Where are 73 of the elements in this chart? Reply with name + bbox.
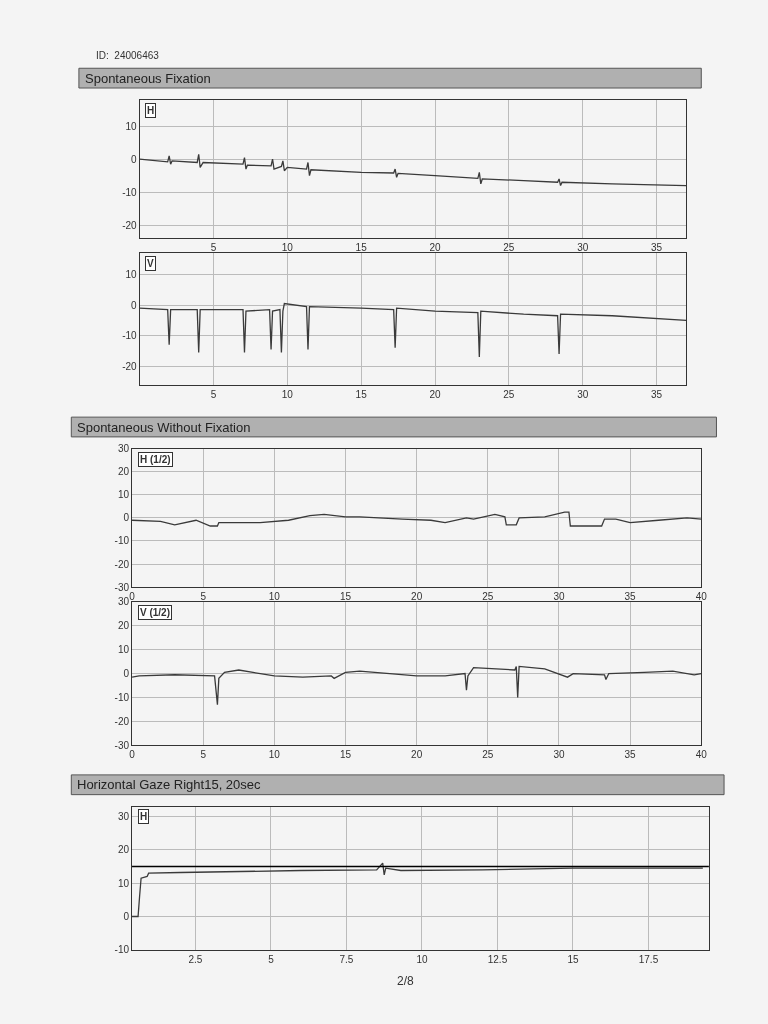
- x-tick-label: 25: [482, 749, 494, 761]
- y-axis-title: V (1/2): [140, 607, 171, 618]
- x-tick-label: 12.5: [487, 953, 508, 965]
- x-tick-label: 30: [577, 242, 589, 254]
- x-tick-label: 20: [429, 242, 442, 254]
- y-tick-label: 10: [117, 644, 130, 656]
- x-tick-label: 2.5: [188, 953, 203, 965]
- x-tick-label: 10: [268, 749, 281, 761]
- x-tick-label: 5: [200, 591, 207, 603]
- y-tick-label: 20: [117, 620, 130, 632]
- y-axis-title: H: [147, 105, 155, 116]
- text: ID: 24006463: [96, 50, 160, 61]
- x-tick-label: 5: [210, 388, 217, 400]
- x-tick-label: 25: [482, 591, 494, 603]
- x-tick-label: 17.5: [638, 953, 659, 965]
- y-tick-label: 30: [117, 443, 130, 455]
- x-tick-label: 20: [411, 749, 423, 761]
- y-tick-label: 30: [117, 811, 130, 823]
- x-tick-label: 15: [355, 242, 368, 254]
- y-tick-label: -10: [114, 535, 130, 547]
- y-tick-label: 10: [125, 268, 138, 280]
- x-tick-label: 15: [339, 591, 352, 603]
- y-tick-label: 20: [117, 466, 130, 478]
- y-tick-label: 0: [131, 153, 138, 165]
- x-tick-label: 15: [567, 953, 579, 965]
- y-tick-label: -30: [114, 739, 130, 751]
- y-tick-label: 10: [125, 120, 138, 132]
- x-tick-label: 25: [503, 388, 515, 400]
- y-tick-label: -10: [122, 186, 138, 198]
- y-axis-title: H (1/2): [140, 454, 171, 465]
- x-tick-label: 10: [281, 388, 294, 400]
- y-tick-label: -10: [122, 330, 138, 342]
- y-tick-label: -20: [114, 715, 130, 727]
- y-tick-label: -30: [114, 581, 130, 593]
- y-tick-label: 20: [117, 844, 130, 856]
- y-axis-title: V: [147, 258, 154, 269]
- y-tick-label: 0: [123, 512, 130, 524]
- x-tick-label: 7.5: [339, 953, 354, 965]
- x-tick-label: 30: [553, 749, 565, 761]
- x-tick-label: 5: [268, 953, 275, 965]
- chart-title: Horizontal Gaze Right15, 20sec: [77, 777, 262, 792]
- x-tick-label: 35: [624, 749, 637, 761]
- y-tick-label: 10: [117, 489, 130, 501]
- y-tick-label: 10: [117, 877, 130, 889]
- x-tick-label: 5: [200, 749, 207, 761]
- chart-title: Spontaneous Without Fixation: [77, 420, 251, 435]
- x-tick-label: 40: [695, 591, 708, 603]
- y-tick-label: -20: [122, 360, 138, 372]
- y-tick-label: 0: [123, 910, 130, 922]
- x-tick-label: 30: [577, 388, 589, 400]
- x-tick-label: 30: [553, 591, 565, 603]
- y-tick-label: -10: [114, 944, 130, 956]
- y-tick-label: -10: [114, 691, 130, 703]
- x-tick-label: 10: [268, 591, 281, 603]
- x-tick-label: 35: [651, 388, 663, 400]
- x-tick-label: 15: [339, 749, 352, 761]
- x-tick-label: 15: [355, 388, 368, 400]
- chart-title: Spontaneous Fixation: [85, 71, 211, 86]
- y-tick-label: 0: [123, 668, 130, 680]
- x-tick-label: 20: [411, 591, 423, 603]
- x-tick-label: 10: [416, 953, 428, 965]
- x-tick-label: 5: [210, 242, 217, 254]
- x-tick-label: 20: [429, 388, 442, 400]
- y-tick-label: 0: [131, 299, 138, 311]
- x-tick-label: 35: [624, 591, 637, 603]
- y-tick-label: -20: [122, 219, 138, 231]
- x-tick-label: 10: [281, 242, 294, 254]
- x-tick-label: 35: [651, 242, 663, 254]
- y-axis-title: H: [140, 811, 148, 822]
- x-tick-label: 25: [503, 242, 515, 254]
- x-tick-label: 40: [695, 749, 708, 761]
- text: 2/8: [397, 974, 415, 988]
- y-tick-label: -20: [114, 558, 130, 570]
